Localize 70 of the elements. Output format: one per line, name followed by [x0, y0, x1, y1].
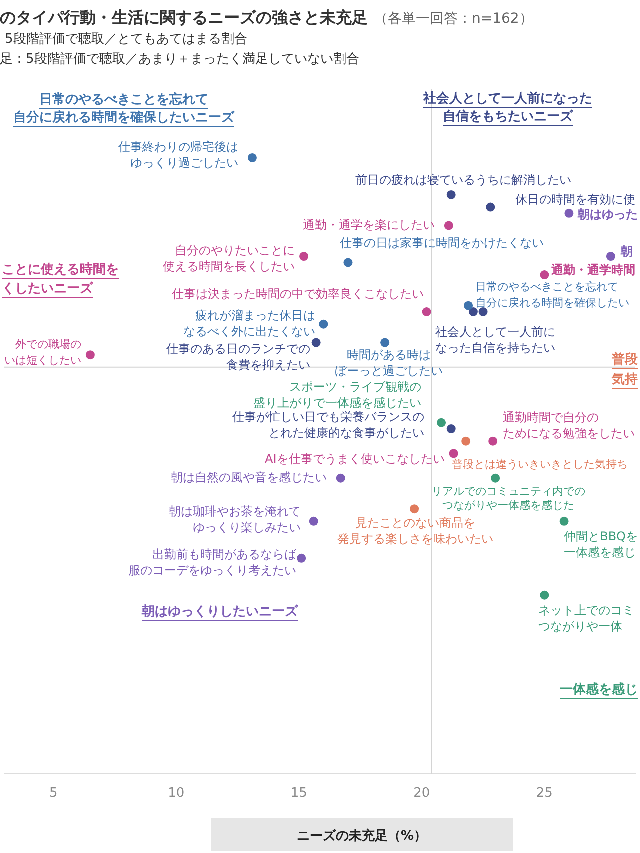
annotation: 通勤・通学時間 [550, 263, 636, 278]
annotation: AIを仕事でうまく使いこなしたい [265, 452, 445, 466]
point [380, 338, 390, 348]
annotation: 朝は自然の風や音を感じたい [170, 470, 327, 484]
annotation: 疲れが溜まった休日はなるべく外に出たくない [184, 308, 316, 338]
annotation: 仕事のある日のランチでの食費を抑えたい [165, 342, 310, 372]
point [410, 504, 420, 514]
point [444, 221, 454, 230]
annotation: スポーツ・ライブ観戦の盛り上がりで一体感を感じたい [254, 380, 422, 410]
x-tick-label: 10 [168, 786, 185, 802]
annotation: 仕事終わりの帰宅後はゆっくり過ごしたい [117, 140, 238, 170]
x-tick-label: 15 [290, 786, 308, 802]
point [486, 202, 496, 212]
annotation: 朝は珈琲やお茶を淹れてゆっくり楽しみたい [168, 504, 301, 535]
point [449, 449, 458, 458]
point [86, 350, 95, 360]
point [336, 474, 346, 483]
x-tick-label: 25 [536, 786, 553, 802]
point [422, 307, 432, 316]
point [248, 153, 257, 162]
text: ことに使える時間をくしたいニーズ [2, 262, 119, 296]
point [560, 516, 569, 526]
point [488, 436, 498, 446]
point [319, 320, 328, 329]
point [312, 338, 321, 348]
x-tick-label: 5 [49, 786, 58, 802]
annotation: 仕事が忙しい日でも栄養バランスのとれた健康的な食事がしたい [231, 410, 424, 440]
annotation: 外での職場のいは短くしたい [4, 338, 82, 367]
annotation: 朝 [620, 244, 633, 259]
x-tick-label: 20 [414, 786, 430, 802]
text: 普段気持 [611, 351, 639, 388]
text: 社会人として一人前になった自信をもちたいニーズ [422, 90, 592, 124]
point [606, 252, 616, 262]
point [464, 301, 474, 310]
chart-title: のタイパ行動・生活に関するニーズの強さと未充足 [0, 8, 368, 27]
annotation: 日常のやるべきことを忘れて自分に戻れる時間を確保したい [476, 280, 630, 310]
annotation: 通勤・通学を楽にしたい [302, 218, 435, 232]
text: 日常のやるべきことを忘れて自分に戻れる時間を確保したいニーズ [14, 91, 236, 126]
text: 5段階評価で聴取／とてもあてはまる割合 [5, 31, 248, 49]
point [300, 252, 309, 262]
annotation: 前日の疲れは寝ているうちに解消したい [355, 173, 572, 188]
point [564, 208, 574, 218]
point [309, 516, 318, 526]
point [297, 554, 306, 563]
annotation: 見たことのない商品を発見する楽しさを味わいたい [338, 516, 494, 546]
annotation: 出勤前も時間があるならば服のコーデをゆっくり考えたい [128, 548, 298, 578]
annotation: 朝はゆった [577, 208, 638, 222]
text: 朝はゆっくりしたいニーズ [141, 604, 299, 620]
annotation: 仕事の日は家事に時間をかけたくない [339, 236, 544, 250]
point [540, 270, 550, 280]
text: 一体感を感じ [560, 681, 638, 698]
annotation: リアルでのコミュニティ内でのつながりや一体感を感じた [432, 485, 586, 512]
annotation: 仕事は決まった時間の中で効率良くこなしたい [170, 287, 424, 302]
point [491, 474, 500, 483]
point [462, 436, 471, 446]
annotation: ネット上でのコミつながりや一体 [538, 603, 635, 634]
point [437, 418, 446, 428]
annotation: 仲間とBBQを一体感を感じ [564, 530, 638, 560]
point [446, 190, 456, 200]
point [540, 590, 550, 600]
annotation: 通勤時間で自分のためになる勉強をしたい [503, 410, 636, 440]
annotation: 普段とは違ういきいきとした気持ち [452, 458, 628, 472]
chart-subtitle: （各単一回答：n=162） [374, 11, 534, 27]
point [468, 307, 478, 316]
annotation: 自分のやりたいことに使える時間を長くしたい [163, 244, 296, 274]
annotation: 休日の時間を有効に使 [516, 192, 636, 206]
x-axis-title: ニーズの未充足（%） [296, 829, 428, 844]
point [344, 258, 353, 268]
point [446, 424, 456, 434]
text: 足：5段階評価で聴取／あまり＋まったく満足していない割合 [0, 51, 360, 69]
